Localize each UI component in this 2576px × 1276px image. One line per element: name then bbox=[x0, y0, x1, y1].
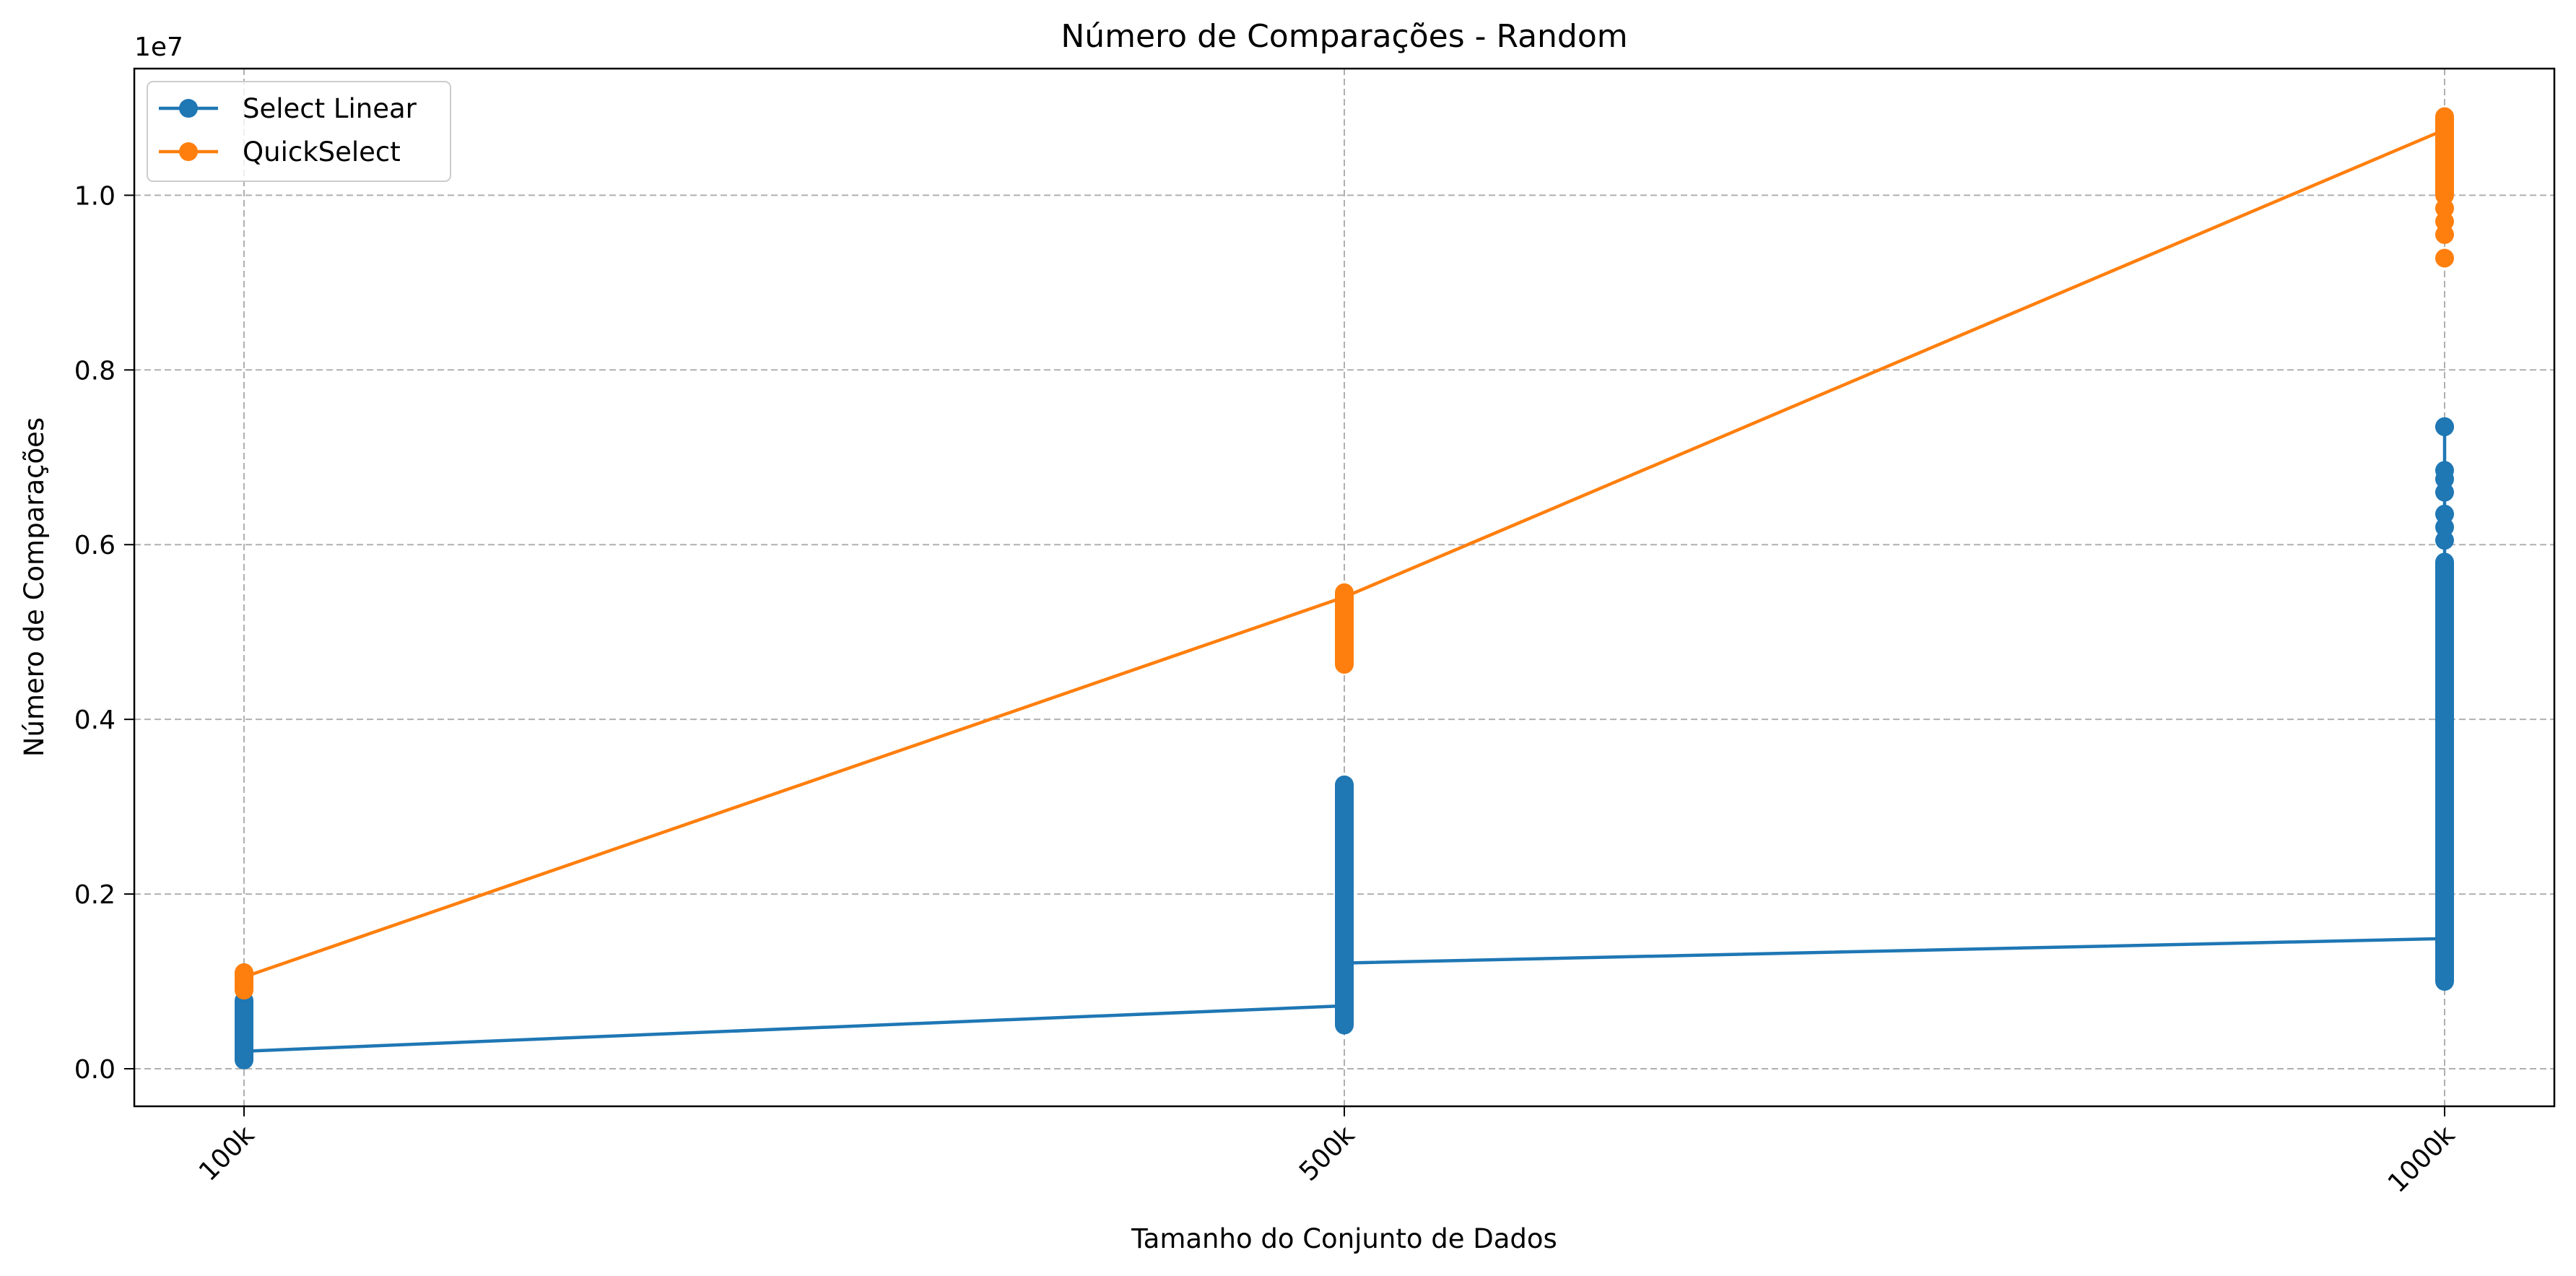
outlier-point-select-linear bbox=[2435, 482, 2454, 502]
outlier-point-quickselect bbox=[2435, 199, 2454, 218]
chart-title: Número de Comparações - Random bbox=[1061, 18, 1627, 55]
y-tick-label: 1.0 bbox=[74, 181, 116, 211]
outlier-point-select-linear bbox=[2435, 504, 2454, 524]
outlier-point-select-linear bbox=[2435, 417, 2454, 436]
data-point-quickselect bbox=[235, 967, 253, 986]
x-tick-label: 500k bbox=[1294, 1120, 1360, 1186]
x-axis-label: Tamanho do Conjunto de Dados bbox=[1131, 1223, 1557, 1254]
data-point-quickselect bbox=[1335, 587, 1354, 607]
x-tick-label: 1000k bbox=[2383, 1120, 2461, 1199]
legend-label-quickselect: QuickSelect bbox=[243, 136, 401, 168]
data-point-select-linear bbox=[2435, 929, 2454, 948]
y-tick-label: 0.0 bbox=[74, 1055, 116, 1085]
outlier-point-quickselect bbox=[2435, 212, 2454, 231]
outlier-point-select-linear bbox=[2435, 531, 2454, 550]
y-tick-label: 0.6 bbox=[74, 531, 116, 560]
outlier-point-select-linear bbox=[2435, 518, 2454, 537]
legend: Select Linear QuickSelect bbox=[147, 81, 451, 182]
outlier-point-select-linear bbox=[2435, 469, 2454, 489]
data-point-select-linear bbox=[235, 1041, 253, 1061]
y-axis: 0.0 0.2 0.4 0.6 0.8 1.0 bbox=[74, 181, 134, 1085]
legend-marker-quickselect bbox=[179, 142, 198, 161]
series-layer bbox=[235, 107, 2454, 1069]
data-point-select-linear bbox=[1335, 953, 1354, 973]
y-multiplier-label: 1e7 bbox=[134, 32, 183, 62]
y-tick-label: 0.2 bbox=[74, 880, 116, 910]
data-point-quickselect bbox=[2435, 120, 2454, 139]
series-quickselect bbox=[235, 107, 2454, 1000]
series-select-linear bbox=[235, 417, 2454, 1069]
data-point-select-linear bbox=[1335, 996, 1354, 1015]
x-axis: 100k 500k 1000k bbox=[193, 1106, 2460, 1199]
legend-box bbox=[147, 81, 451, 182]
y-axis-label: Número de Comparações bbox=[19, 417, 50, 757]
y-tick-label: 0.4 bbox=[74, 706, 116, 735]
x-tick-label: 100k bbox=[193, 1120, 260, 1186]
outlier-point-quickselect bbox=[2435, 225, 2454, 244]
y-tick-label: 0.8 bbox=[74, 356, 116, 386]
legend-marker-select-linear bbox=[179, 99, 198, 118]
outlier-point-quickselect bbox=[2435, 248, 2454, 268]
legend-label-select-linear: Select Linear bbox=[243, 93, 417, 124]
